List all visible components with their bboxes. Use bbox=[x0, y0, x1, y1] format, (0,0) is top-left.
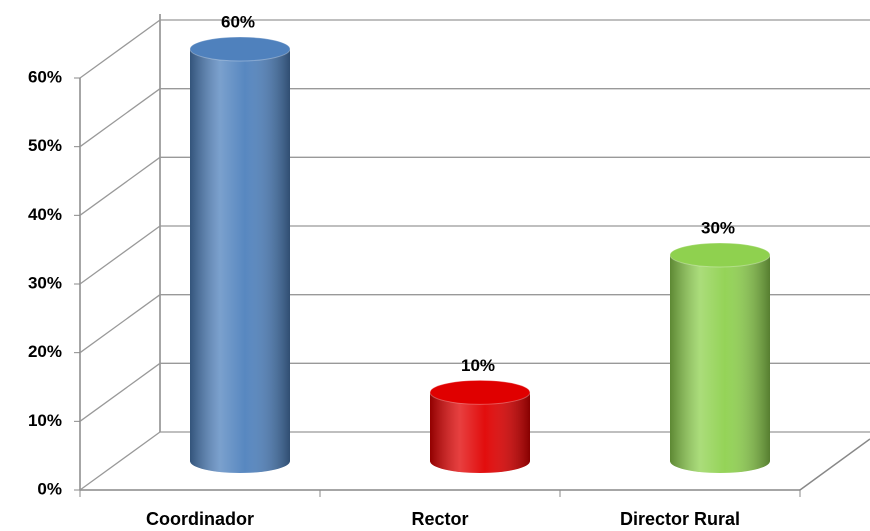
bar-top bbox=[429, 379, 531, 405]
side-grid-line bbox=[79, 156, 161, 216]
side-grid-line bbox=[79, 88, 161, 148]
value-label: 60% bbox=[221, 12, 255, 31]
value-label: 30% bbox=[701, 218, 735, 237]
bar-top bbox=[669, 242, 771, 268]
y-tick-label: 20% bbox=[28, 342, 62, 361]
y-tick-label: 30% bbox=[28, 273, 62, 292]
side-grid-line bbox=[79, 294, 161, 354]
x-tick-label: Coordinador bbox=[146, 509, 254, 529]
x-tick-label: Rector bbox=[411, 509, 468, 529]
y-tick-label: 60% bbox=[28, 67, 62, 86]
side-grid-line bbox=[79, 431, 161, 491]
floor-side bbox=[799, 438, 870, 491]
side-grid-line bbox=[79, 362, 161, 422]
bar-shade bbox=[670, 255, 770, 461]
y-tick-label: 50% bbox=[28, 136, 62, 155]
bar-top bbox=[189, 36, 291, 62]
x-tick-label: Director Rural bbox=[620, 509, 740, 529]
y-tick-label: 10% bbox=[28, 411, 62, 430]
y-tick-label: 0% bbox=[37, 479, 62, 498]
value-label: 10% bbox=[461, 356, 495, 375]
bar-shade bbox=[190, 49, 290, 461]
side-grid-line bbox=[79, 225, 161, 285]
y-tick-label: 40% bbox=[28, 205, 62, 224]
side-grid-line bbox=[79, 19, 161, 79]
